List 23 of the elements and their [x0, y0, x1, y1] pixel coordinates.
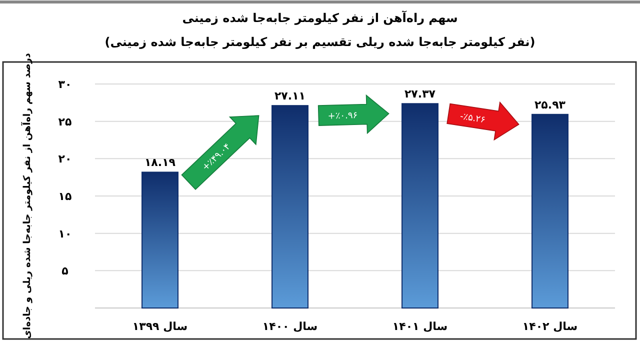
data-label: ۲۷.۳۷ [404, 88, 436, 101]
x-tick-label: سال ۱۴۰۰ [262, 320, 318, 333]
y-tick-label: ۱۰ [58, 227, 72, 240]
annotation: +٪۴۹.۰۴ [200, 142, 233, 174]
data-label: ۲۷.۱۱ [274, 90, 306, 103]
y-tick-label: ۲۰ [58, 152, 72, 166]
arrow: -٪۵.۲۶ [446, 101, 520, 141]
y-tick-label: ۵ [62, 264, 69, 278]
arrow: +٪۰.۹۶ [318, 94, 390, 134]
x-tick-label: سال ۱۴۰۱ [392, 320, 448, 333]
data-label: ۲۵.۹۳ [534, 98, 566, 112]
arrow: +٪۴۹.۰۴ [181, 115, 260, 190]
data-label: ۱۸.۱۹ [144, 156, 176, 170]
annotation: -٪۵.۲۶ [459, 112, 486, 126]
x-tick-label: سال ۱۴۰۲ [522, 320, 578, 333]
y-tick-label: ۱۵ [58, 190, 72, 203]
y-axis-title: درصد سهم راه‌آهن از نفر کیلومتر جابه‌جا شده ریلی و جاده‌ای [20, 53, 33, 339]
y-tick-label: ۲۵ [58, 115, 72, 128]
chart-subtitle: (نفر کیلومتر جابه‌جا شده ریلی تقسیم بر نفر کیلومتر جابه‌جا شده زمینی) [104, 35, 536, 49]
y-tick-label: ۳۰ [58, 78, 72, 91]
chart-title: سهم راه‌آهن از نفر کیلومتر جابه‌جا شده زمینی [182, 10, 458, 25]
annotation: +٪۰.۹۶ [328, 111, 358, 122]
x-tick-label: سال ۱۳۹۹ [132, 320, 188, 333]
